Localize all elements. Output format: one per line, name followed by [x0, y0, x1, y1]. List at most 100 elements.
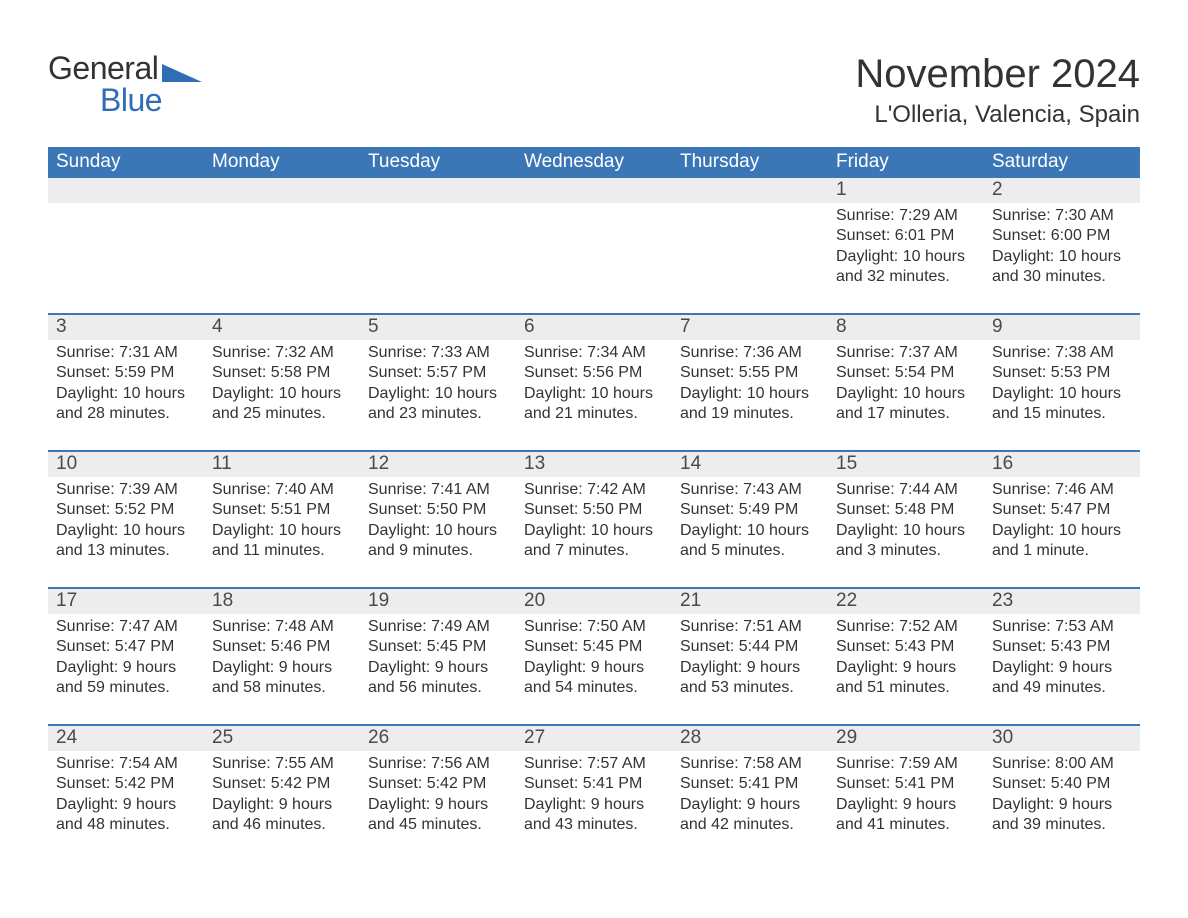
day-sunset: Sunset: 5:54 PM	[836, 363, 976, 383]
day-sunrise: Sunrise: 7:43 AM	[680, 480, 820, 500]
page-header: General Blue November 2024 L'Olleria, Va…	[48, 52, 1140, 129]
day-number	[360, 178, 516, 203]
logo-word-blue: Blue	[100, 84, 202, 116]
day-sunset: Sunset: 5:45 PM	[368, 637, 508, 657]
day-sunrise: Sunrise: 7:33 AM	[368, 343, 508, 363]
day-daylight2: and 45 minutes.	[368, 815, 508, 835]
day-number: 18	[204, 589, 360, 614]
day-daylight2: and 28 minutes.	[56, 404, 196, 424]
day-body: Sunrise: 7:31 AMSunset: 5:59 PMDaylight:…	[56, 343, 196, 425]
day-cell: Sunrise: 7:55 AMSunset: 5:42 PMDaylight:…	[204, 751, 360, 861]
empty-cell	[204, 203, 360, 313]
empty-cell	[516, 203, 672, 313]
day-sunset: Sunset: 6:01 PM	[836, 226, 976, 246]
day-cell: Sunrise: 7:32 AMSunset: 5:58 PMDaylight:…	[204, 340, 360, 450]
day-body: Sunrise: 7:30 AMSunset: 6:00 PMDaylight:…	[992, 206, 1132, 288]
day-sunrise: Sunrise: 7:48 AM	[212, 617, 352, 637]
day-sunrise: Sunrise: 7:55 AM	[212, 754, 352, 774]
calendar-grid: Sunday Monday Tuesday Wednesday Thursday…	[48, 147, 1140, 861]
day-daylight1: Daylight: 10 hours	[680, 521, 820, 541]
day-number: 17	[48, 589, 204, 614]
day-sunrise: Sunrise: 7:34 AM	[524, 343, 664, 363]
day-number	[204, 178, 360, 203]
day-daylight2: and 5 minutes.	[680, 541, 820, 561]
day-daylight1: Daylight: 9 hours	[680, 658, 820, 678]
day-daylight2: and 41 minutes.	[836, 815, 976, 835]
day-daylight2: and 49 minutes.	[992, 678, 1132, 698]
day-daylight1: Daylight: 9 hours	[368, 795, 508, 815]
day-cell: Sunrise: 8:00 AMSunset: 5:40 PMDaylight:…	[984, 751, 1140, 861]
day-sunset: Sunset: 5:46 PM	[212, 637, 352, 657]
day-daylight2: and 25 minutes.	[212, 404, 352, 424]
day-number	[48, 178, 204, 203]
day-sunset: Sunset: 6:00 PM	[992, 226, 1132, 246]
day-sunrise: Sunrise: 7:30 AM	[992, 206, 1132, 226]
day-number: 9	[984, 315, 1140, 340]
day-cell: Sunrise: 7:52 AMSunset: 5:43 PMDaylight:…	[828, 614, 984, 724]
day-number: 11	[204, 452, 360, 477]
day-cell: Sunrise: 7:39 AMSunset: 5:52 PMDaylight:…	[48, 477, 204, 587]
day-body: Sunrise: 7:46 AMSunset: 5:47 PMDaylight:…	[992, 480, 1132, 562]
day-number: 2	[984, 178, 1140, 203]
day-daylight2: and 1 minute.	[992, 541, 1132, 561]
dow-saturday: Saturday	[984, 147, 1140, 178]
day-sunset: Sunset: 5:50 PM	[368, 500, 508, 520]
day-cell: Sunrise: 7:50 AMSunset: 5:45 PMDaylight:…	[516, 614, 672, 724]
day-sunset: Sunset: 5:44 PM	[680, 637, 820, 657]
day-sunrise: Sunrise: 7:29 AM	[836, 206, 976, 226]
day-daylight1: Daylight: 10 hours	[992, 521, 1132, 541]
day-daylight2: and 17 minutes.	[836, 404, 976, 424]
day-sunset: Sunset: 5:59 PM	[56, 363, 196, 383]
day-body: Sunrise: 7:56 AMSunset: 5:42 PMDaylight:…	[368, 754, 508, 836]
day-daylight2: and 19 minutes.	[680, 404, 820, 424]
day-sunrise: Sunrise: 7:39 AM	[56, 480, 196, 500]
week-number-band: 3456789	[48, 313, 1140, 340]
day-daylight1: Daylight: 9 hours	[56, 658, 196, 678]
day-cell: Sunrise: 7:42 AMSunset: 5:50 PMDaylight:…	[516, 477, 672, 587]
day-number: 4	[204, 315, 360, 340]
day-number: 16	[984, 452, 1140, 477]
day-daylight2: and 58 minutes.	[212, 678, 352, 698]
dow-friday: Friday	[828, 147, 984, 178]
day-daylight2: and 53 minutes.	[680, 678, 820, 698]
day-body: Sunrise: 7:40 AMSunset: 5:51 PMDaylight:…	[212, 480, 352, 562]
day-sunrise: Sunrise: 7:59 AM	[836, 754, 976, 774]
day-sunset: Sunset: 5:50 PM	[524, 500, 664, 520]
day-cell: Sunrise: 7:54 AMSunset: 5:42 PMDaylight:…	[48, 751, 204, 861]
day-daylight1: Daylight: 10 hours	[56, 384, 196, 404]
day-sunset: Sunset: 5:55 PM	[680, 363, 820, 383]
day-cell: Sunrise: 7:31 AMSunset: 5:59 PMDaylight:…	[48, 340, 204, 450]
day-cell: Sunrise: 7:59 AMSunset: 5:41 PMDaylight:…	[828, 751, 984, 861]
day-sunrise: Sunrise: 7:47 AM	[56, 617, 196, 637]
day-body: Sunrise: 7:41 AMSunset: 5:50 PMDaylight:…	[368, 480, 508, 562]
day-number: 3	[48, 315, 204, 340]
day-number: 13	[516, 452, 672, 477]
dow-tuesday: Tuesday	[360, 147, 516, 178]
day-daylight1: Daylight: 10 hours	[992, 247, 1132, 267]
day-sunrise: Sunrise: 7:52 AM	[836, 617, 976, 637]
day-body: Sunrise: 7:33 AMSunset: 5:57 PMDaylight:…	[368, 343, 508, 425]
day-number: 1	[828, 178, 984, 203]
day-daylight1: Daylight: 9 hours	[836, 658, 976, 678]
day-cell: Sunrise: 7:38 AMSunset: 5:53 PMDaylight:…	[984, 340, 1140, 450]
day-number: 25	[204, 726, 360, 751]
day-body: Sunrise: 7:36 AMSunset: 5:55 PMDaylight:…	[680, 343, 820, 425]
day-daylight1: Daylight: 10 hours	[56, 521, 196, 541]
day-sunrise: Sunrise: 7:38 AM	[992, 343, 1132, 363]
day-body: Sunrise: 7:47 AMSunset: 5:47 PMDaylight:…	[56, 617, 196, 699]
day-sunrise: Sunrise: 7:37 AM	[836, 343, 976, 363]
day-daylight2: and 43 minutes.	[524, 815, 664, 835]
day-daylight1: Daylight: 9 hours	[992, 795, 1132, 815]
day-number: 24	[48, 726, 204, 751]
day-daylight1: Daylight: 9 hours	[212, 658, 352, 678]
logo-word-general: General	[48, 52, 158, 84]
day-body: Sunrise: 7:50 AMSunset: 5:45 PMDaylight:…	[524, 617, 664, 699]
day-body: Sunrise: 7:55 AMSunset: 5:42 PMDaylight:…	[212, 754, 352, 836]
day-sunrise: Sunrise: 7:44 AM	[836, 480, 976, 500]
day-body: Sunrise: 7:51 AMSunset: 5:44 PMDaylight:…	[680, 617, 820, 699]
day-sunset: Sunset: 5:43 PM	[836, 637, 976, 657]
day-body: Sunrise: 7:43 AMSunset: 5:49 PMDaylight:…	[680, 480, 820, 562]
day-daylight1: Daylight: 10 hours	[524, 384, 664, 404]
day-cell: Sunrise: 7:56 AMSunset: 5:42 PMDaylight:…	[360, 751, 516, 861]
day-number: 7	[672, 315, 828, 340]
